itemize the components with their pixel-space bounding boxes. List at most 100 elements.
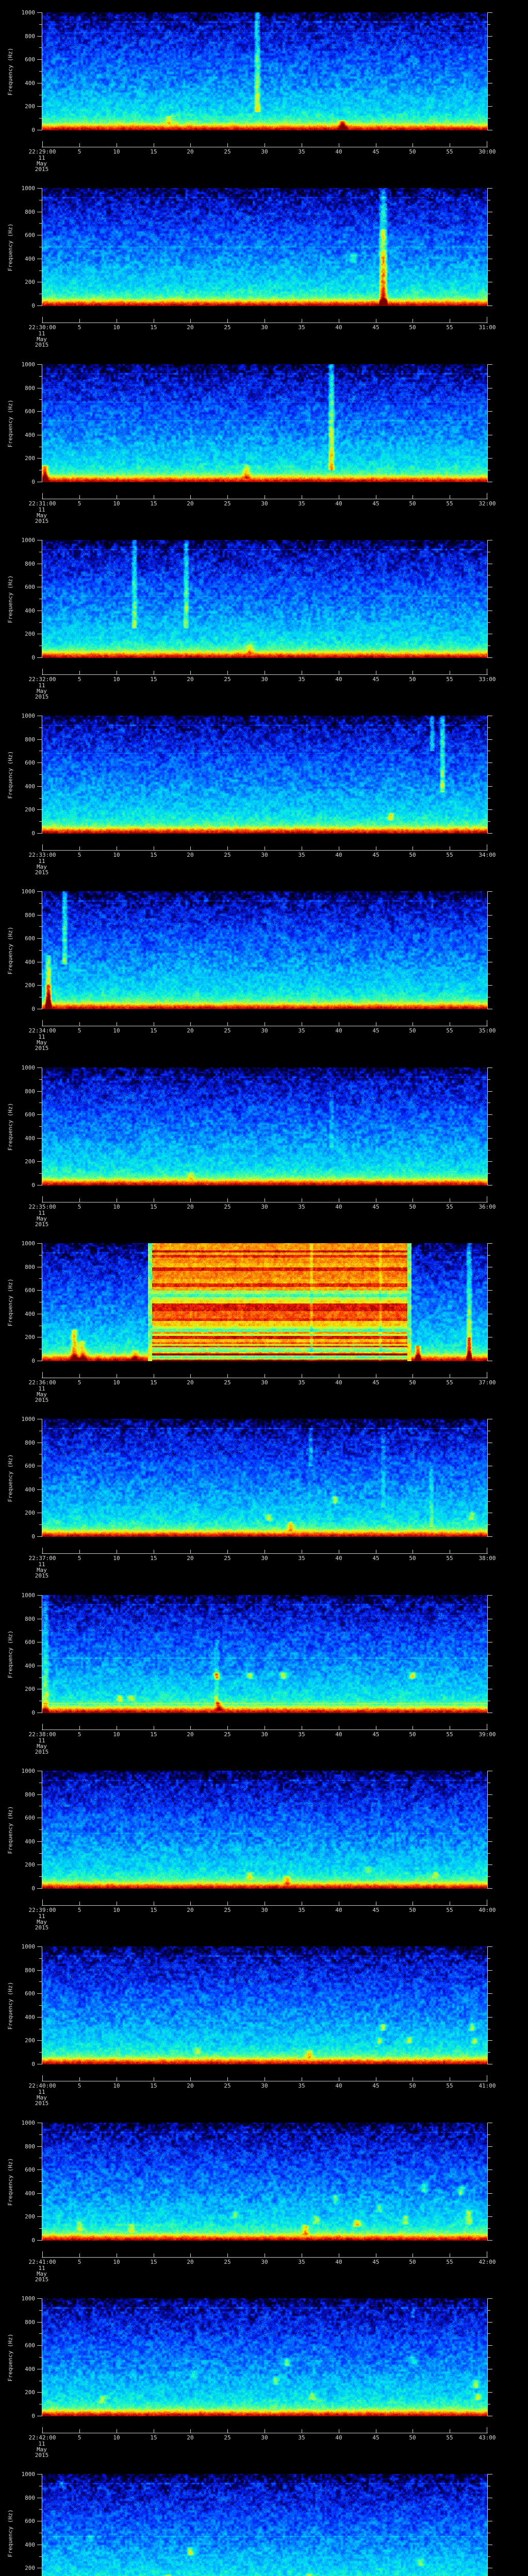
y-axis-tick [39, 2181, 42, 2182]
y-axis-tick [37, 1841, 42, 1842]
x-axis-line [42, 850, 488, 851]
x-axis-tick [412, 2429, 413, 2433]
y-axis-tick [488, 2216, 492, 2217]
plot-right-edge [487, 716, 488, 834]
y-axis-tick [39, 1958, 42, 1959]
x-tick-label: 45 [372, 500, 380, 507]
x-tick-label: 30 [261, 148, 268, 155]
y-axis-tick [39, 2357, 42, 2358]
y-axis-tick [488, 727, 490, 728]
y-axis-tick [488, 938, 492, 939]
x-tick-label: 15 [150, 676, 157, 683]
y-axis-tick [488, 1946, 492, 1947]
date-label: 11 [38, 858, 45, 865]
spectrogram-panel: Frequency (Hz) 0 200 400 600 800 1000 5 10 15 20 25… [0, 1406, 528, 1583]
y-tick-label: 600 [25, 759, 35, 766]
y-axis-tick [39, 1278, 42, 1279]
x-tick-label: 30 [261, 2082, 268, 2089]
start-time-label: 22:36:00 [28, 1379, 56, 1386]
y-axis-tick [488, 2556, 490, 2557]
x-axis-tick [412, 319, 413, 323]
y-tick-label: 400 [25, 959, 35, 965]
start-time-label: 22:42:00 [28, 2434, 56, 2441]
y-axis-tick [488, 47, 490, 48]
start-time-label: 22:38:00 [28, 1731, 56, 1738]
y-axis-tick [488, 458, 492, 459]
x-tick-label: 5 [77, 2259, 81, 2265]
x-axis-tick [190, 1198, 191, 1202]
y-axis-tick [39, 2333, 42, 2334]
y-axis-tick [37, 762, 42, 763]
y-axis-tick [488, 411, 492, 412]
x-tick-label: 30 [261, 2434, 268, 2441]
date-label: 11 [38, 1561, 45, 1568]
y-axis-tick [488, 1489, 492, 1490]
x-tick-label: 40 [335, 852, 342, 858]
y-tick-label: 400 [25, 2190, 35, 2197]
x-axis-tick [227, 1550, 228, 1553]
y-tick-label: 600 [25, 1111, 35, 1118]
date-label: 2015 [35, 1749, 49, 1755]
y-tick-label: 0 [31, 654, 35, 661]
x-tick-label: 15 [150, 1204, 157, 1210]
x-tick-label: 40 [335, 1379, 342, 1386]
y-tick-label: 400 [25, 2014, 35, 2021]
x-axis-tick [412, 1902, 413, 1905]
y-axis-tick [488, 2345, 492, 2346]
y-tick-label: 200 [25, 279, 35, 285]
date-label: 11 [38, 2441, 45, 2447]
x-tick-label: 55 [446, 1379, 453, 1386]
y-tick-label: 200 [25, 1861, 35, 1868]
x-tick-label: 30 [261, 1204, 268, 1210]
y-axis-tick [488, 2392, 492, 2393]
y-axis-tick [39, 1630, 42, 1631]
x-tick-label: 55 [446, 2082, 453, 2089]
x-tick-label: 45 [372, 1379, 380, 1386]
y-axis-tick [37, 657, 42, 658]
y-axis-tick [39, 727, 42, 728]
y-axis-tick [39, 223, 42, 224]
x-tick-label: 45 [372, 324, 380, 331]
date-label: 2015 [35, 2452, 49, 2459]
y-axis-tick [37, 1794, 42, 1795]
start-time-label: 22:41:00 [28, 2259, 56, 2265]
x-axis-tick [412, 1550, 413, 1553]
x-tick-label: 15 [150, 852, 157, 858]
y-axis-tick [39, 2310, 42, 2311]
start-time-label: 22:33:00 [28, 852, 56, 858]
y-axis-tick [488, 1524, 490, 1525]
y-axis-tick [488, 1126, 490, 1127]
x-tick-label: 40 [335, 2259, 342, 2265]
y-axis-tick [39, 622, 42, 623]
spectrogram-canvas [42, 540, 487, 658]
x-tick-label: 45 [372, 1907, 380, 1913]
y-tick-label: 400 [25, 2541, 35, 2548]
y-axis-tick [39, 1255, 42, 1256]
x-tick-label: 50 [409, 500, 416, 507]
x-tick-label: 50 [409, 2259, 416, 2265]
y-axis-tick [37, 1993, 42, 1994]
y-axis-tick [39, 1876, 42, 1877]
spectrogram-canvas [42, 1771, 487, 1889]
x-axis-tick [412, 671, 413, 674]
x-tick-label: 50 [409, 676, 416, 683]
x-tick-label: 45 [372, 852, 380, 858]
y-tick-label: 0 [31, 1533, 35, 1540]
date-label: 2015 [35, 342, 49, 348]
spectrogram-panel: Frequency (Hz) 0 200 400 600 800 1000 5 10 15 20 25… [0, 2286, 528, 2462]
y-tick-label: 1000 [21, 1416, 36, 1422]
x-tick-label: 25 [224, 2259, 231, 2265]
y-axis-tick [488, 2134, 490, 2135]
x-tick-label: 5 [77, 148, 81, 155]
y-tick-label: 800 [25, 1967, 35, 1974]
start-time-label: 22:31:00 [28, 500, 56, 507]
x-axis-tick [79, 1902, 80, 1905]
x-tick-label: 50 [409, 1555, 416, 1562]
y-axis-tick [488, 891, 492, 892]
y-axis-tick [37, 106, 42, 107]
x-tick-label: 50 [409, 1027, 416, 1034]
y-axis-tick [488, 2146, 492, 2147]
x-tick-label: 30 [261, 1907, 268, 1913]
x-tick-label: 30 [261, 324, 268, 331]
y-tick-label: 200 [25, 631, 35, 637]
